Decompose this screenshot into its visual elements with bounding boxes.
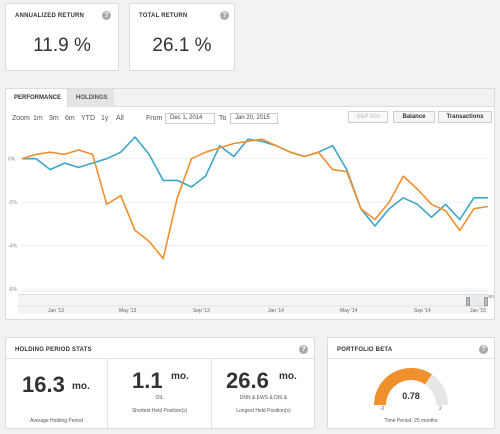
longest-held-unit: mo.	[279, 371, 297, 382]
y-tick-label: -2%	[8, 200, 17, 206]
performance-panel: PERFORMANCE HOLDINGS Zoom 1m 3m 6m YTD 1…	[5, 88, 495, 320]
y-tick-label: 0%	[8, 157, 16, 163]
holding-period-card: HOLDING PERIOD STATS ? 16.3 mo. Average …	[5, 337, 315, 429]
beta-value: 0.78	[402, 391, 420, 401]
divider	[6, 358, 314, 359]
navigator-label: May '14	[340, 308, 358, 314]
annualized-return-title: ANNUALIZED RETURN	[15, 13, 85, 19]
longest-held-caption: Longest Held Position(s)	[236, 408, 291, 414]
benchmark-button[interactable]: S&P 500	[348, 111, 388, 123]
tab-bar	[6, 89, 494, 107]
to-label: To	[219, 115, 227, 122]
navigator-label: Jan '15	[470, 308, 486, 314]
navigator-handle[interactable]	[484, 297, 488, 306]
from-date-input[interactable]: Dec 1, 2014	[165, 113, 215, 124]
portfolio-beta-card: PORTFOLIO BETA ? 0.78 -2 2 Time Period: …	[327, 337, 495, 429]
portfolio-beta-title: PORTFOLIO BETA	[337, 347, 393, 353]
shortest-held-symbols: OIL	[155, 395, 164, 401]
navigator-label: Sep '13	[193, 308, 210, 314]
y-tick-label: -6%	[8, 287, 17, 293]
longest-held-symbols: DNN & EWS & DIS &	[239, 395, 288, 401]
avg-holding-caption: Average Holding Period	[30, 418, 83, 424]
balance-button[interactable]: Balance	[393, 111, 435, 123]
zoom-3m[interactable]: 3m	[49, 115, 59, 122]
performance-chart[interactable]: 0%-2%-4%-6%4. Dec10. Dec16. Dec22. Dec26…	[6, 129, 494, 309]
divider	[211, 359, 212, 428]
navigator-label: Jan '13	[48, 308, 64, 314]
beta-caption: Time Period: 25 months	[384, 418, 438, 424]
navigator-svg	[18, 295, 488, 307]
to-date-input[interactable]: Jan 20, 2015	[230, 113, 278, 124]
zoom-6m[interactable]: 6m	[65, 115, 75, 122]
y-tick-label: -4%	[8, 244, 17, 250]
avg-holding-unit: mo.	[72, 381, 90, 392]
divider	[107, 359, 108, 428]
avg-holding-value: 16.3	[22, 372, 65, 397]
total-return-value: 26.1 %	[152, 35, 212, 56]
total-return-title: TOTAL RETURN	[139, 13, 188, 19]
holding-period-title: HOLDING PERIOD STATS	[15, 347, 92, 353]
annualized-return-value: 11.9 %	[33, 35, 91, 56]
divider	[328, 358, 494, 359]
zoom-all[interactable]: All	[116, 115, 124, 122]
tab-holdings[interactable]: HOLDINGS	[68, 89, 114, 107]
help-icon[interactable]: ?	[299, 345, 308, 354]
zoom-ytd[interactable]: YTD	[81, 115, 95, 122]
zoom-1m[interactable]: 1m	[33, 115, 43, 122]
navigator-label: May '13	[119, 308, 137, 314]
help-icon[interactable]: ?	[479, 345, 488, 354]
tab-performance[interactable]: PERFORMANCE	[6, 89, 68, 108]
shortest-held-value: 1.1	[132, 368, 163, 393]
shortest-held-unit: mo.	[171, 371, 189, 382]
total-return-card: TOTAL RETURN ? 26.1 %	[129, 3, 235, 71]
navigator-label: Sep '14	[414, 308, 431, 314]
beta-max-label: 2	[439, 406, 442, 412]
navigator-handle[interactable]	[466, 297, 470, 306]
beta-gauge	[374, 368, 448, 406]
longest-held-value: 26.6	[226, 368, 269, 393]
shortest-held-caption: Shortest Held Position(s)	[131, 408, 188, 414]
series-line-2	[21, 138, 489, 260]
annualized-return-card: ANNUALIZED RETURN ? 11.9 %	[5, 3, 119, 71]
help-icon[interactable]: ?	[220, 11, 229, 20]
from-label: From	[146, 115, 163, 122]
help-icon[interactable]: ?	[102, 11, 111, 20]
zoom-1y[interactable]: 1y	[101, 115, 109, 122]
zoom-label: Zoom	[12, 115, 30, 122]
beta-min-label: -2	[380, 406, 385, 412]
transactions-button[interactable]: Transactions	[438, 111, 492, 123]
navigator-label: Jan '14	[268, 308, 284, 314]
range-navigator[interactable]: Jan '13 May '13 Sep '13 Jan '14 May '14 …	[18, 294, 488, 314]
series-line-1	[22, 136, 488, 227]
gauge-fill	[374, 368, 432, 406]
